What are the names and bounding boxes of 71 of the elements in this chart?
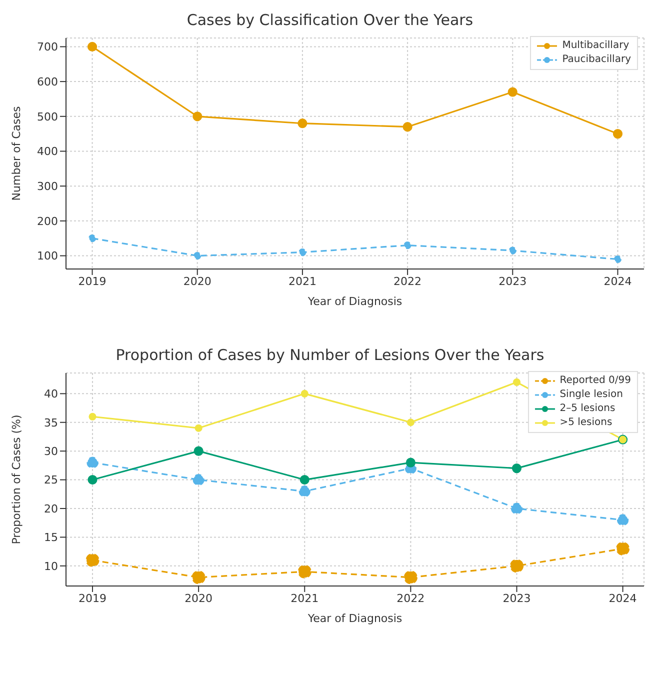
point: [87, 42, 98, 52]
y-tick-label: 100: [37, 250, 58, 263]
x-tick-label: 2024: [608, 592, 637, 605]
x-tick-label: 2023: [502, 592, 531, 605]
y-tick-label: 10: [44, 560, 58, 573]
y-tick-label: 400: [37, 145, 58, 158]
legend-label: Multibacillary: [562, 39, 630, 53]
point: [194, 424, 202, 432]
point: [300, 390, 308, 398]
y-tick-label: 20: [44, 502, 58, 516]
point: [510, 502, 523, 514]
x-tick-label: 2023: [498, 274, 527, 288]
x-tick-label: 2020: [184, 592, 213, 605]
point: [510, 559, 524, 573]
point: [404, 570, 418, 584]
x-tick-label: 2022: [394, 274, 422, 288]
legend-label: Single lesion: [560, 388, 623, 402]
y-tick-label: 15: [44, 531, 58, 544]
point: [88, 234, 96, 242]
x-axis-title: Year of Diagnosis: [306, 612, 402, 625]
x-tick-label: 2019: [78, 592, 107, 605]
point: [616, 542, 630, 556]
y-tick-label: 200: [37, 214, 58, 228]
x-tick-label: 2022: [396, 592, 425, 605]
legend-label: Reported 0/99: [560, 374, 631, 388]
point: [512, 378, 521, 386]
y-tick-label: 35: [44, 416, 58, 430]
point: [612, 129, 623, 139]
point: [194, 446, 204, 456]
y-tick-label: 300: [37, 180, 58, 193]
point: [404, 242, 412, 250]
point: [298, 248, 306, 256]
point: [300, 474, 310, 485]
point: [298, 564, 312, 578]
point: [406, 458, 416, 468]
y-axis-title: Proportion of Cases (%): [10, 414, 23, 544]
point: [88, 474, 98, 485]
point: [192, 570, 206, 584]
y-axis-title: Number of Cases: [10, 106, 23, 201]
point: [88, 412, 96, 420]
legend-label: Paucibacillary: [562, 53, 631, 67]
y-tick-label: 40: [44, 388, 58, 401]
y-tick-label: 30: [44, 444, 58, 458]
x-tick-label: 2021: [290, 592, 319, 605]
legend-label: 2–5 lesions: [560, 402, 616, 416]
legend-label: >5 lesions: [560, 416, 612, 430]
y-tick-label: 600: [37, 75, 58, 88]
chart-title: Cases by Classification Over the Years: [186, 10, 474, 31]
chart-title: Proportion of Cases by Number of Lesions Over the Years: [114, 345, 546, 366]
y-tick-label: 700: [37, 40, 58, 54]
x-tick-label: 2020: [183, 274, 212, 288]
point: [298, 485, 310, 498]
point: [402, 122, 412, 132]
point: [508, 87, 518, 97]
point: [86, 553, 100, 567]
y-tick-label: 25: [44, 474, 58, 487]
x-tick-label: 2019: [78, 274, 106, 288]
point: [508, 246, 516, 254]
x-tick-label: 2021: [288, 274, 316, 288]
y-tick-label: 500: [37, 110, 58, 124]
point: [406, 418, 414, 426]
point: [192, 474, 204, 486]
point: [86, 456, 98, 468]
point: [614, 255, 622, 264]
point: [298, 118, 308, 128]
point: [194, 252, 202, 260]
point: [192, 112, 202, 122]
x-tick-label: 2024: [604, 274, 632, 288]
point: [616, 514, 629, 526]
point: [512, 464, 522, 474]
x-axis-title: Year of Diagnosis: [306, 295, 402, 308]
